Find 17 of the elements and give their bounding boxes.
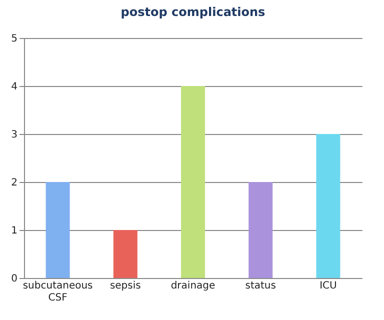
chart-title: postop complications [120, 5, 266, 19]
y-tick-label: 4 [11, 82, 18, 92]
y-tick-label: 2 [11, 178, 18, 188]
x-tick-label: sepsis [110, 280, 141, 292]
y-tick-label: 0 [11, 274, 18, 284]
x-tick-label: subcutaneous CSF [22, 280, 93, 304]
bar [113, 230, 138, 278]
bar [46, 182, 70, 278]
x-tick-label: drainage [170, 280, 216, 292]
bar [248, 182, 273, 278]
x-tick-label: ICU [320, 280, 337, 292]
y-tick-label: 5 [11, 34, 18, 44]
bar [181, 86, 205, 278]
y-tick-label: 1 [11, 226, 18, 236]
bar [316, 134, 340, 278]
y-tick-label: 3 [11, 130, 18, 140]
x-tick-label: status [245, 280, 276, 292]
